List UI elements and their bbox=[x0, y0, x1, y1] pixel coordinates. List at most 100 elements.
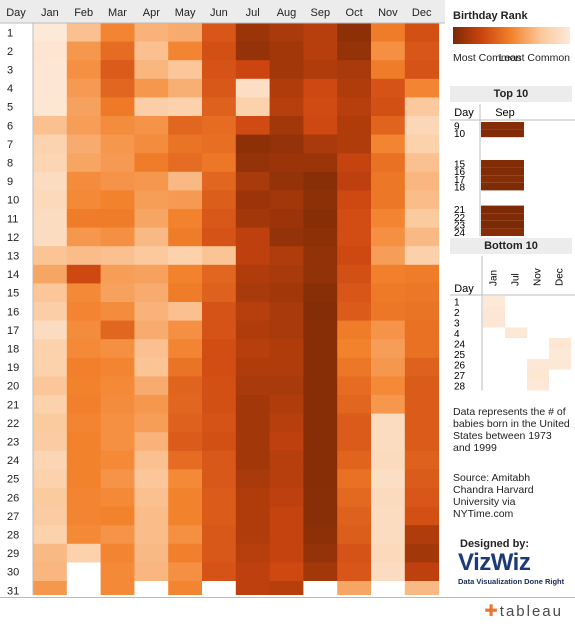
cell-nov-6 bbox=[371, 116, 406, 136]
cell-aug-3 bbox=[269, 60, 304, 80]
cell-jun-3 bbox=[202, 60, 237, 80]
cell-mar-18 bbox=[100, 339, 135, 359]
cell-oct-30 bbox=[337, 562, 372, 582]
top10-day-label-16: 16 bbox=[454, 167, 466, 178]
cell-dec-5 bbox=[404, 97, 440, 117]
cell-jan-23 bbox=[33, 432, 68, 452]
cell-dec-10 bbox=[404, 190, 440, 210]
cell-mar-8 bbox=[100, 153, 135, 173]
cell-jun-5 bbox=[202, 97, 237, 117]
cell-jun-12 bbox=[202, 227, 237, 247]
cell-aug-28 bbox=[269, 525, 304, 545]
day-label-19: 19 bbox=[7, 362, 19, 374]
cell-aug-29 bbox=[269, 543, 304, 563]
cell-oct-2 bbox=[337, 41, 372, 61]
cell-oct-29 bbox=[337, 543, 372, 563]
day-label-16: 16 bbox=[7, 306, 19, 318]
legend-panel: Birthday Rank Most Common Least Common T… bbox=[450, 0, 575, 595]
cell-sep-17 bbox=[303, 320, 338, 340]
cell-jan-10 bbox=[33, 190, 68, 210]
cell-apr-30 bbox=[134, 562, 169, 582]
cell-jan-21 bbox=[33, 395, 68, 415]
cell-jul-26 bbox=[235, 488, 271, 508]
cell-nov-2 bbox=[371, 41, 406, 61]
top10-panel: Top 10 Day Sep 9 10 15 16 17 18 21 22 23 24 bbox=[450, 86, 575, 236]
cell-may-17 bbox=[168, 320, 203, 340]
cell-may-12 bbox=[168, 227, 203, 247]
cell-oct-27 bbox=[337, 506, 372, 526]
month-header-aug: Aug bbox=[277, 7, 297, 19]
cell-aug-8 bbox=[269, 153, 304, 173]
vizwiz-logo[interactable]: VizWiz bbox=[458, 549, 531, 576]
cell-nov-5 bbox=[371, 97, 406, 117]
cell-feb-27 bbox=[66, 506, 102, 526]
cell-jul-7 bbox=[235, 134, 271, 154]
cell-nov-27 bbox=[371, 506, 406, 526]
top10-cell-sep-17 bbox=[481, 175, 524, 183]
cell-may-9 bbox=[168, 171, 203, 191]
cell-sep-23 bbox=[303, 432, 338, 452]
cell-jul-9 bbox=[235, 171, 271, 191]
cell-oct-13 bbox=[337, 246, 372, 266]
cell-mar-6 bbox=[100, 116, 135, 136]
top10-day-label-18: 18 bbox=[454, 182, 466, 193]
cell-jun-29 bbox=[202, 543, 237, 563]
cell-dec-20 bbox=[404, 376, 440, 396]
cell-jun-17 bbox=[202, 320, 237, 340]
cell-may-18 bbox=[168, 339, 203, 359]
cell-feb-17 bbox=[66, 320, 102, 340]
cell-feb-24 bbox=[66, 450, 102, 470]
cell-feb-16 bbox=[66, 302, 102, 322]
cell-feb-10 bbox=[66, 190, 102, 210]
cell-aug-5 bbox=[269, 97, 304, 117]
cell-jul-31 bbox=[235, 581, 271, 595]
cell-mar-5 bbox=[100, 97, 135, 117]
cell-jan-5 bbox=[33, 97, 68, 117]
cell-jul-5 bbox=[235, 97, 271, 117]
day-label-29: 29 bbox=[7, 548, 19, 560]
cell-dec-23 bbox=[404, 432, 440, 452]
cell-apr-5 bbox=[134, 97, 169, 117]
cell-aug-13 bbox=[269, 246, 304, 266]
day-label-20: 20 bbox=[7, 381, 19, 393]
cell-apr-3 bbox=[134, 60, 169, 80]
month-header-jan: Jan bbox=[41, 7, 59, 19]
cell-mar-3 bbox=[100, 60, 135, 80]
cell-jan-11 bbox=[33, 209, 68, 229]
cell-oct-14 bbox=[337, 264, 372, 284]
cell-nov-22 bbox=[371, 413, 406, 433]
cell-jun-13 bbox=[202, 246, 237, 266]
top10-cell-sep-9 bbox=[481, 122, 524, 130]
cell-jul-6 bbox=[235, 116, 271, 136]
cell-jun-26 bbox=[202, 488, 237, 508]
cell-aug-17 bbox=[269, 320, 304, 340]
cell-mar-23 bbox=[100, 432, 135, 452]
cell-oct-22 bbox=[337, 413, 372, 433]
cell-mar-30 bbox=[100, 562, 135, 582]
top10-day-label-21: 21 bbox=[454, 205, 466, 216]
cell-feb-25 bbox=[66, 469, 102, 489]
cell-aug-18 bbox=[269, 339, 304, 359]
cell-may-25 bbox=[168, 469, 203, 489]
bottom10-cell-dec-26 bbox=[549, 359, 571, 370]
cell-nov-16 bbox=[371, 302, 406, 322]
cell-aug-12 bbox=[269, 227, 304, 247]
day-label-25: 25 bbox=[7, 474, 19, 486]
cell-may-7 bbox=[168, 134, 203, 154]
cell-mar-28 bbox=[100, 525, 135, 545]
cell-may-26 bbox=[168, 488, 203, 508]
cell-may-13 bbox=[168, 246, 203, 266]
cell-jul-28 bbox=[235, 525, 271, 545]
cell-jan-2 bbox=[33, 41, 68, 61]
cell-oct-26 bbox=[337, 488, 372, 508]
tableau-logo[interactable]: ✚ tableau bbox=[484, 601, 563, 621]
cell-may-19 bbox=[168, 357, 203, 377]
bottom10-cell-nov-26 bbox=[527, 359, 549, 370]
cell-sep-29 bbox=[303, 543, 338, 563]
month-header-jul: Jul bbox=[246, 7, 260, 19]
cell-mar-25 bbox=[100, 469, 135, 489]
bottom10-day-label-2: 2 bbox=[454, 308, 460, 319]
bottom10-day-label-28: 28 bbox=[454, 382, 466, 393]
top10-day-label-15: 15 bbox=[454, 160, 466, 171]
cell-dec-13 bbox=[404, 246, 440, 266]
